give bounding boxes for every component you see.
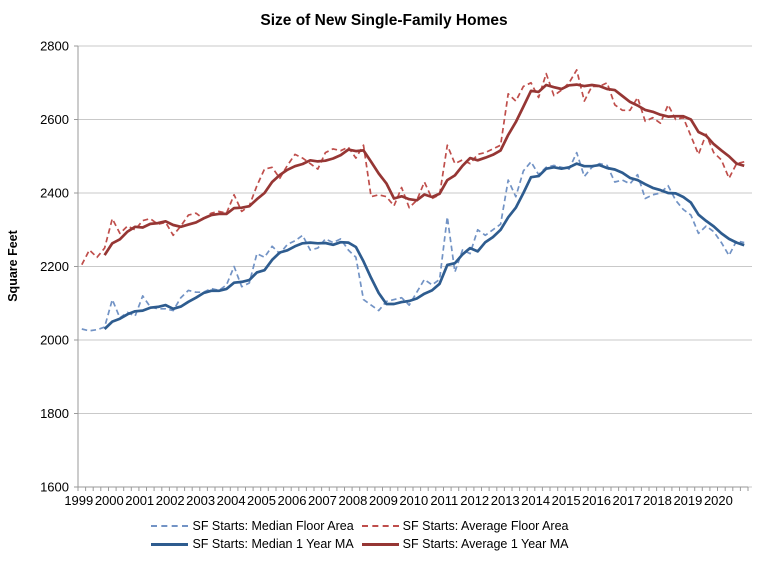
svg-text:2019: 2019	[673, 493, 702, 508]
svg-text:2017: 2017	[613, 493, 642, 508]
legend-row-moving-average: SF Starts: Median 1 Year MA SF Starts: A…	[151, 537, 569, 551]
legend-label-median-1-year-ma: SF Starts: Median 1 Year MA	[192, 537, 354, 551]
single-family-home-size-chart: Size of New Single-Family Homes Square F…	[6, 12, 752, 551]
svg-text:2014: 2014	[521, 493, 550, 508]
series-line-median-floor-area	[81, 151, 745, 332]
x-tick-labels: 1999 2000 2001 2002 2003 2004 2005 2006 2007 2008…	[64, 493, 733, 508]
legend-label-average-floor-area: SF Starts: Average Floor Area	[402, 519, 569, 533]
legend: SF Starts: Median Floor Area SF Starts: …	[0, 519, 768, 551]
svg-text:2001: 2001	[125, 493, 154, 508]
svg-text:1600: 1600	[40, 480, 69, 495]
svg-text:2400: 2400	[40, 186, 69, 201]
svg-text:2004: 2004	[217, 493, 246, 508]
svg-text:2016: 2016	[582, 493, 611, 508]
svg-text:2007: 2007	[308, 493, 337, 508]
legend-label-median-floor-area: SF Starts: Median Floor Area	[192, 519, 354, 533]
median-floor-area-dashed-swatch	[151, 525, 189, 527]
svg-text:2200: 2200	[40, 259, 69, 274]
legend-item-average-floor-area: SF Starts: Average Floor Area	[361, 519, 569, 533]
median-1-year-ma-solid-swatch	[151, 542, 189, 546]
svg-text:1999: 1999	[64, 493, 93, 508]
svg-text:1800: 1800	[40, 406, 69, 421]
chart-title: Size of New Single-Family Homes	[260, 12, 507, 29]
axes-and-ticks	[74, 45, 749, 491]
svg-text:2000: 2000	[40, 333, 69, 348]
svg-text:2002: 2002	[156, 493, 185, 508]
legend-label-average-1-year-ma: SF Starts: Average 1 Year MA	[402, 537, 569, 551]
svg-text:2009: 2009	[369, 493, 398, 508]
svg-text:2013: 2013	[491, 493, 520, 508]
svg-text:2003: 2003	[186, 493, 215, 508]
svg-text:2600: 2600	[40, 112, 69, 127]
average-floor-area-dashed-swatch	[361, 525, 399, 527]
series-lines	[81, 69, 745, 332]
svg-text:2012: 2012	[460, 493, 489, 508]
svg-text:2000: 2000	[95, 493, 124, 508]
average-1-year-ma-solid-swatch	[361, 542, 399, 546]
svg-text:2005: 2005	[247, 493, 276, 508]
svg-text:2018: 2018	[643, 493, 672, 508]
series-line-average-floor-area	[81, 69, 745, 266]
y-tick-labels: 1600 1800 2000 2200 2400 2600 2800	[40, 39, 69, 495]
series-line-median-1-year-ma	[103, 162, 745, 330]
svg-text:2010: 2010	[399, 493, 428, 508]
legend-row-quarterly: SF Starts: Median Floor Area SF Starts: …	[151, 519, 569, 533]
chart-canvas: Size of New Single-Family Homes Square F…	[6, 12, 752, 508]
svg-text:2015: 2015	[552, 493, 581, 508]
svg-text:2020: 2020	[704, 493, 733, 508]
y-axis-title: Square Feet	[6, 229, 20, 301]
legend-item-average-1-year-ma: SF Starts: Average 1 Year MA	[361, 537, 569, 551]
series-line-average-1-year-ma	[103, 83, 745, 256]
svg-text:2008: 2008	[338, 493, 367, 508]
gridlines	[78, 45, 752, 488]
svg-text:2011: 2011	[430, 493, 458, 508]
svg-text:2800: 2800	[40, 39, 69, 54]
legend-item-median-floor-area: SF Starts: Median Floor Area	[151, 519, 354, 533]
legend-item-median-1-year-ma: SF Starts: Median 1 Year MA	[151, 537, 354, 551]
svg-text:2006: 2006	[278, 493, 307, 508]
